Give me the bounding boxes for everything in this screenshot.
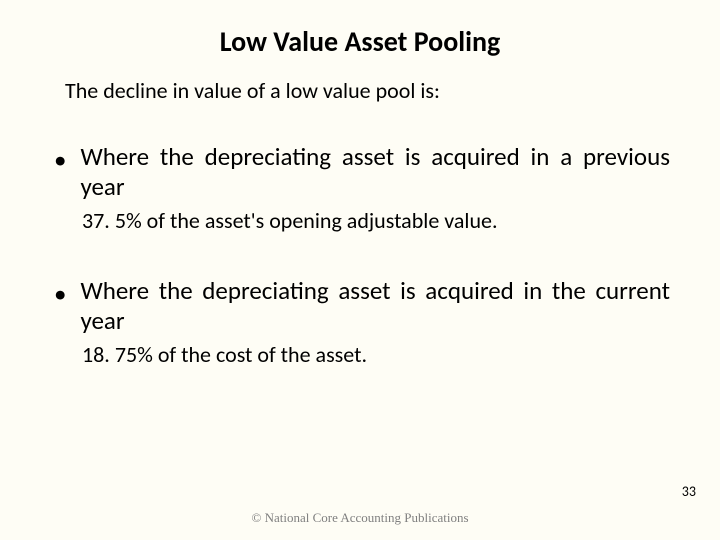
sub-text-1: 37. 5% of the asset's opening adjustable…	[82, 207, 670, 234]
intro-text: The decline in value of a low value pool…	[65, 77, 670, 104]
bullet-block-2: • Where the depreciating asset is acquir…	[50, 276, 670, 368]
bullet-marker-icon: •	[54, 278, 66, 309]
bullet-item-2: • Where the depreciating asset is acquir…	[54, 276, 670, 335]
page-number: 33	[682, 483, 696, 500]
sub-text-2: 18. 75% of the cost of the asset.	[82, 341, 670, 368]
bullet-text-2: Where the depreciating asset is acquired…	[80, 276, 670, 335]
slide-container: Low Value Asset Pooling The decline in v…	[0, 0, 720, 540]
bullet-marker-icon: •	[54, 144, 66, 175]
bullet-block-1: • Where the depreciating asset is acquir…	[50, 142, 670, 234]
slide-title: Low Value Asset Pooling	[50, 24, 670, 59]
bullet-text-1: Where the depreciating asset is acquired…	[80, 142, 670, 201]
bullet-item-1: • Where the depreciating asset is acquir…	[54, 142, 670, 201]
footer-text: © National Core Accounting Publications	[0, 510, 720, 526]
